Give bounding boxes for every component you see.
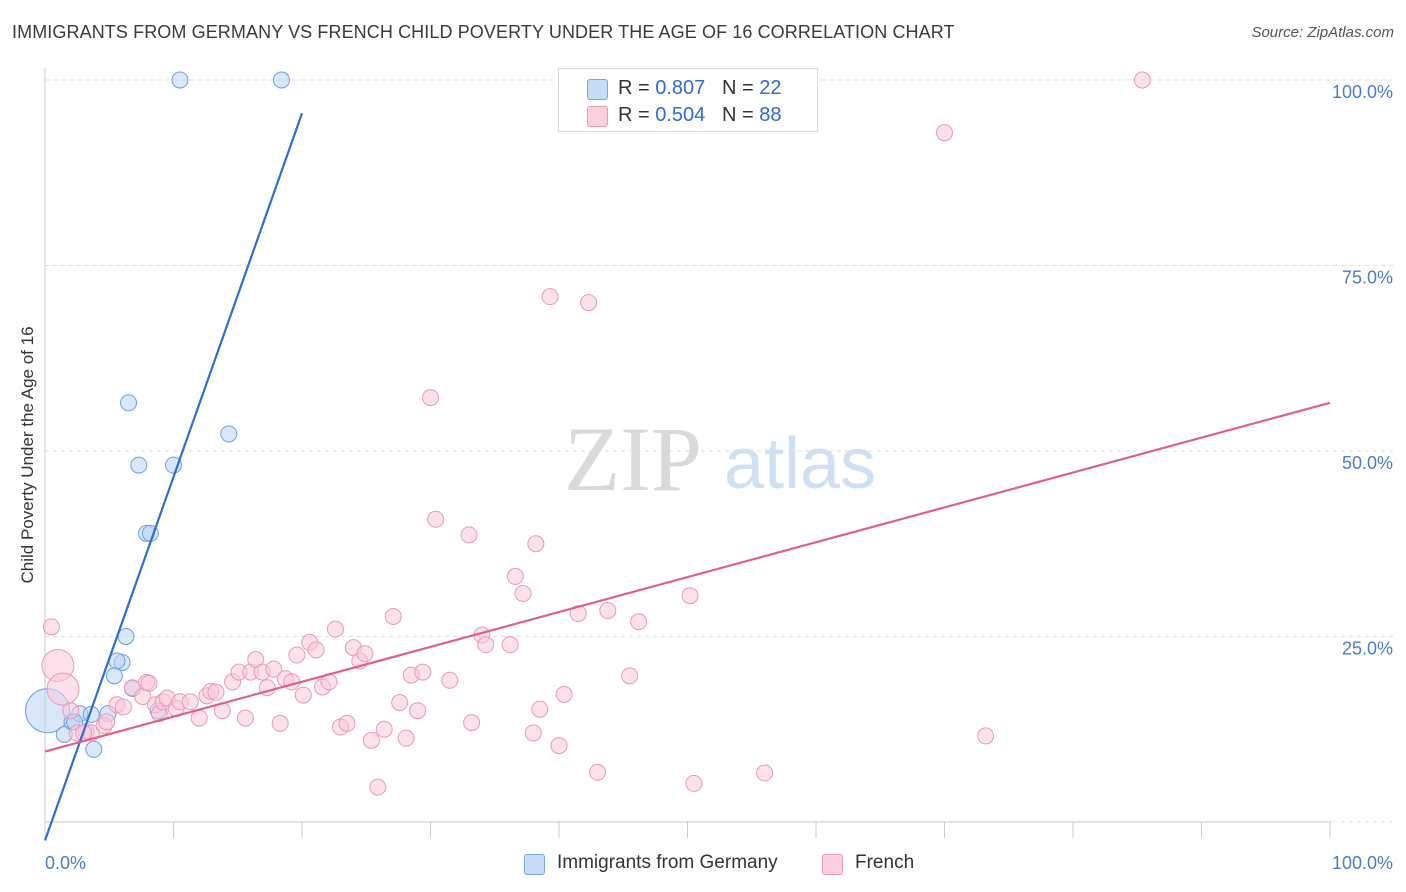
french-point <box>630 613 648 631</box>
chart-source: Source: ZipAtlas.com <box>1251 24 1394 41</box>
french-point <box>506 567 524 585</box>
french-point <box>589 763 607 781</box>
french-point <box>236 709 254 727</box>
y-tick-label: 50.0% <box>1342 453 1393 473</box>
french-point <box>580 294 598 312</box>
french-trend-line <box>44 401 1331 753</box>
watermark-atlas: atlas <box>724 424 876 504</box>
french-point <box>181 693 199 711</box>
germany-point <box>220 425 238 443</box>
r-value-french: 0.504 <box>655 104 706 126</box>
french-point <box>375 720 393 738</box>
chart-title: IMMIGRANTS FROM GERMANY VS FRENCH CHILD … <box>12 22 955 42</box>
french-point <box>531 700 549 718</box>
watermark-zip: ZIP <box>564 408 702 510</box>
french-point <box>527 535 545 553</box>
r-value-germany: 0.807 <box>655 77 706 99</box>
french-point <box>555 685 573 703</box>
french-point <box>756 764 774 782</box>
french-point <box>362 731 380 749</box>
legend-swatch-french <box>587 106 608 127</box>
french-point <box>288 646 306 664</box>
germany-point <box>272 71 290 89</box>
french-point <box>599 602 617 620</box>
r-label: R = <box>618 77 656 99</box>
french-point <box>98 713 116 731</box>
french-point <box>391 694 409 712</box>
germany-point <box>85 740 103 758</box>
y-tick-label: 100.0% <box>1332 82 1393 102</box>
axes <box>44 68 1332 838</box>
french-point <box>356 645 374 663</box>
french-point <box>62 702 80 720</box>
germany-trend-line <box>43 113 304 841</box>
french-point <box>414 663 432 681</box>
x-tick-label: 0.0% <box>45 853 86 873</box>
french-point <box>409 702 427 720</box>
y-tick-label: 75.0% <box>1342 268 1393 288</box>
french-point <box>685 774 703 792</box>
series-legend: Immigrants from Germany French <box>0 852 1406 878</box>
germany-point <box>171 71 189 89</box>
french-point <box>190 709 208 727</box>
tick-labels: 25.0% 50.0% 75.0% 100.0% 0.0% 100.0% <box>45 82 1393 873</box>
correlation-legend: R = 0.807 N = 22 R = 0.504 N = 88 <box>558 68 818 132</box>
french-point <box>307 641 325 659</box>
french-point <box>550 737 568 755</box>
french-point <box>441 671 459 689</box>
french-point <box>207 683 225 701</box>
french-point <box>569 604 587 622</box>
legend-swatch-french <box>822 854 843 875</box>
germany-point <box>105 667 123 685</box>
french-point <box>463 714 481 732</box>
french-point <box>501 636 519 654</box>
legend-swatch-germany <box>587 79 608 100</box>
french-point <box>1133 71 1151 89</box>
french-point <box>114 698 132 716</box>
n-value-french: 88 <box>759 104 782 126</box>
n-label: N = <box>721 77 760 99</box>
y-axis-label: Child Poverty Under the Age of 16 <box>18 326 37 583</box>
germany-point <box>165 456 182 474</box>
french-point <box>621 667 639 685</box>
french-point <box>936 124 953 142</box>
french-point <box>326 620 344 638</box>
french-point <box>384 607 402 625</box>
french-point <box>369 778 387 796</box>
french-point <box>46 672 80 706</box>
x-tick-label: 100.0% <box>1332 853 1393 873</box>
r-label: R = <box>618 104 656 126</box>
french-point <box>283 673 301 691</box>
legend-swatch-germany <box>524 854 545 875</box>
germany-point <box>130 456 148 474</box>
french-point <box>460 526 478 544</box>
french-point <box>977 727 995 745</box>
y-tick-label: 25.0% <box>1342 639 1393 659</box>
french-point <box>271 714 289 732</box>
trend-lines <box>43 113 1331 841</box>
french-point <box>422 389 439 407</box>
legend-label-french: French <box>855 852 915 873</box>
french-point <box>42 618 60 636</box>
french-point <box>427 510 445 528</box>
french-point <box>294 686 312 704</box>
french-point <box>338 714 356 732</box>
french-point <box>140 674 158 692</box>
french-point <box>477 636 495 654</box>
french-point <box>541 288 559 306</box>
french-point <box>514 584 532 602</box>
french-point <box>524 724 542 742</box>
french-point <box>397 729 415 747</box>
germany-point <box>120 394 138 412</box>
french-point <box>265 660 283 678</box>
germany-point <box>117 628 135 645</box>
french-point <box>681 587 699 605</box>
n-label: N = <box>721 104 760 126</box>
n-value-germany: 22 <box>759 77 782 99</box>
legend-label-germany: Immigrants from Germany <box>557 852 778 873</box>
watermark: ZIP atlas <box>564 408 876 510</box>
data-points <box>25 71 1151 796</box>
